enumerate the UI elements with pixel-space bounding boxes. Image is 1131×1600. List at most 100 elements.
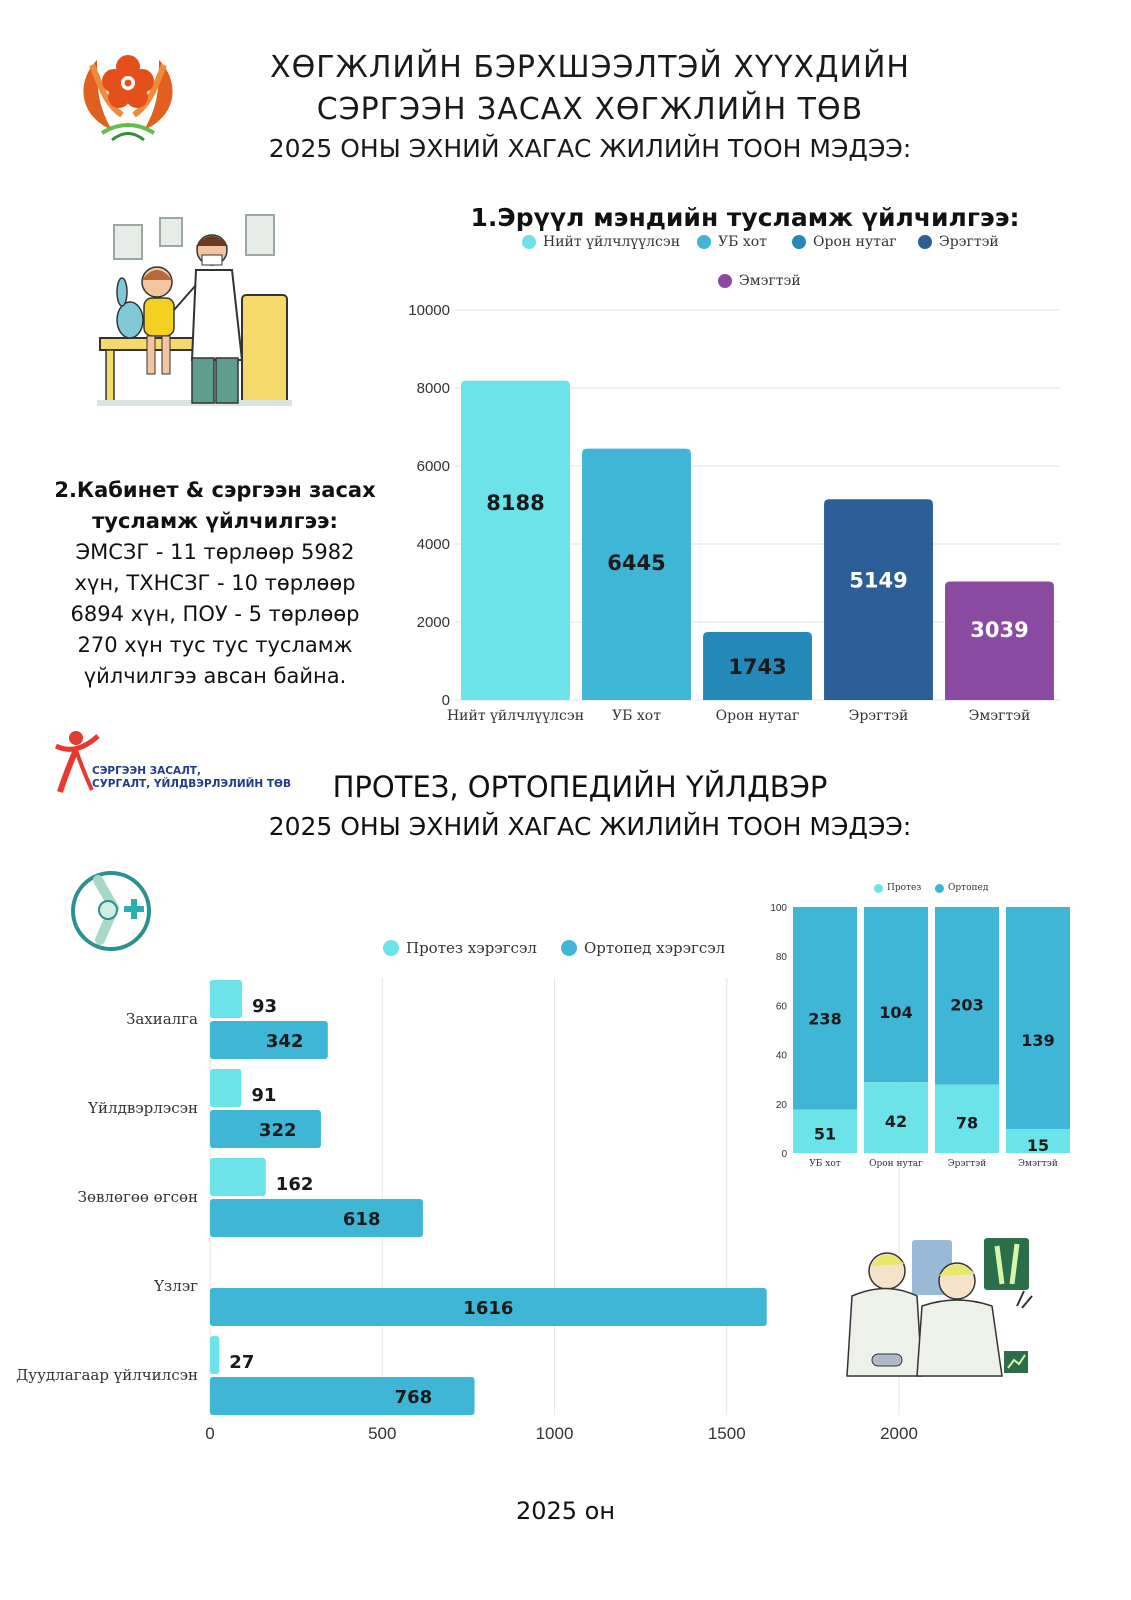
data-label: 104 (879, 1003, 912, 1022)
x-tick-label: УБ хот (612, 708, 661, 724)
y-tick-label: 0 (781, 1149, 787, 1160)
bar (703, 632, 812, 700)
legend-dot-icon (792, 235, 806, 249)
legend-dot-icon (697, 235, 711, 249)
data-label: 78 (956, 1113, 978, 1132)
x-tick-label: УБ хот (809, 1159, 840, 1169)
prosthetics-subtitle: 2025 ОНЫ ЭХНИЙ ХАГАС ЖИЛИЙН ТООН МЭДЭЭ: (268, 812, 912, 841)
x-tick-label: 2000 (880, 1424, 918, 1443)
legend-dot-icon (874, 883, 883, 893)
data-label: 42 (885, 1112, 907, 1131)
bar-prosthesis (210, 1069, 242, 1107)
bar-orthosis (210, 1110, 321, 1148)
stack-prosthesis (1006, 1129, 1070, 1153)
bar (461, 380, 570, 700)
legend-item-small-orthosis: Ортопед (935, 883, 988, 893)
rehab-center-logo-text: СЭРГЭЭН ЗАСАЛТ, СУРГАЛТ, ҮЙЛДВЭРЛЭЛИЙН Т… (92, 765, 291, 790)
x-tick-label: 1000 (536, 1424, 574, 1443)
data-label: 203 (950, 996, 983, 1015)
bar (582, 448, 691, 700)
category-label: Үзлэг (153, 1277, 198, 1295)
stack-prosthesis (935, 1084, 999, 1153)
data-label: 5149 (849, 569, 907, 593)
data-label: 768 (395, 1387, 433, 1408)
legend-dot-icon (935, 883, 944, 893)
legend-dot-icon (561, 940, 577, 956)
bar-prosthesis (210, 1158, 266, 1196)
stack-prosthesis (793, 1109, 857, 1153)
stack-orthosis (935, 907, 999, 1085)
data-label: 322 (259, 1120, 297, 1141)
data-label: 51 (814, 1124, 836, 1143)
doctors-xray-illustration (846, 1238, 1033, 1377)
x-tick-label: Нийт үйлчлүүлсэн (447, 708, 584, 724)
legend-item-orthosis: Ортопед хэрэгсэл (561, 939, 725, 957)
legend-item-rural: Орон нутаг (792, 234, 897, 250)
section2-body-line: хүн, ТХНСЗГ - 10 төрлөөр (74, 571, 356, 595)
services-bar-chart: 0 2000 4000 6000 8000 10000 8188 Нийт үйлчлүүлс… (408, 302, 1060, 724)
data-label: 342 (266, 1031, 304, 1052)
x-tick-label: Эрэгтэй (948, 1159, 986, 1169)
bar-orthosis (210, 1377, 475, 1415)
legend-dot-icon (718, 274, 732, 288)
category-label: Үйлдвэрлэсэн (87, 1099, 198, 1117)
section2-body-line: 270 хүн тус тус тусламж (77, 633, 353, 657)
y-tick-label: 80 (776, 952, 788, 963)
data-label: 618 (343, 1209, 381, 1230)
center-logo-icon (83, 55, 173, 142)
data-label: 162 (276, 1174, 314, 1195)
stack-orthosis (864, 907, 928, 1083)
data-label: 27 (229, 1352, 254, 1373)
section2-body-line: үйлчилгээ авсан байна. (83, 664, 347, 688)
legend-item-ub: УБ хот (697, 234, 767, 250)
data-label: 139 (1021, 1031, 1054, 1050)
x-tick-label: Эмэгтэй (1018, 1159, 1058, 1169)
y-tick-label: 4000 (417, 536, 450, 553)
legend-item-prosthesis: Протез хэрэгсэл (383, 939, 537, 957)
y-tick-label: 6000 (417, 458, 450, 475)
section2-heading-line1: 2.Кабинет & сэргээн засах (54, 478, 376, 502)
section2-body-line: 6894 хүн, ПОУ - 5 төрлөөр (70, 602, 360, 626)
doctor-child-illustration (97, 214, 292, 406)
distribution-stacked-chart: 0 20 40 60 80 100 238 51 УБ хот 104 42 Орон нутаг 20… (770, 903, 1070, 1169)
section1-title: 1.Эрүүл мэндийн тусламж үйлчилгээ: (470, 203, 1020, 232)
data-label: 91 (251, 1085, 276, 1106)
legend-item-small-prosthesis: Протез (874, 883, 921, 893)
x-tick-label: Эмэгтэй (969, 708, 1031, 724)
data-label: 1616 (463, 1298, 513, 1319)
bar (945, 581, 1054, 700)
x-tick-label: Орон нутаг (716, 708, 800, 724)
x-tick-label: Орон нутаг (869, 1159, 923, 1169)
x-tick-label: 500 (368, 1424, 396, 1443)
y-tick-label: 20 (776, 1100, 788, 1111)
section2-body-line: ЭМСЗГ - 11 төрлөөр 5982 (75, 540, 355, 564)
header-title-line2: СЭРГЭЭН ЗАСАХ ХӨГЖЛИЙН ТӨВ (316, 92, 864, 127)
header-subtitle: 2025 ОНЫ ЭХНИЙ ХАГАС ЖИЛИЙН ТООН МЭДЭЭ: (268, 134, 912, 163)
bar-prosthesis (210, 980, 243, 1018)
legend-dot-icon (918, 235, 932, 249)
knee-joint-icon (71, 871, 151, 951)
x-tick-label: 1500 (708, 1424, 746, 1443)
rehab-center-logo-icon (54, 731, 100, 793)
data-label: 1743 (728, 655, 786, 679)
section2-heading-line2: тусламж үйлчилгээ: (92, 509, 338, 533)
production-hbar-chart: 0 500 1000 1500 2000 Захиалга 93 342 Үйлдвэрлэсэ… (16, 978, 918, 1443)
legend-dot-icon (522, 235, 536, 249)
legend-item-female: Эмэгтэй (718, 273, 801, 289)
stack-orthosis (1006, 907, 1070, 1130)
bar-orthosis (210, 1199, 423, 1237)
x-tick-label: 0 (205, 1424, 214, 1443)
category-label: Зөвлөгөө өгсөн (78, 1188, 198, 1206)
legend-item-male: Эрэгтэй (918, 234, 999, 250)
bar-orthosis (210, 1021, 328, 1059)
y-tick-label: 40 (776, 1051, 788, 1062)
legend-dot-icon (383, 940, 399, 956)
prosthetics-title: ПРОТЕЗ, ОРТОПЕДИЙН ҮЙЛДВЭР (332, 770, 828, 804)
footer-year: 2025 он (515, 1497, 616, 1525)
section2-text: 2.Кабинет & сэргээн засах тусламж үйлчил… (25, 475, 405, 692)
data-label: 93 (252, 996, 277, 1017)
bar (824, 499, 933, 700)
y-tick-label: 8000 (417, 380, 450, 397)
data-label: 6445 (607, 551, 665, 575)
bar-orthosis (210, 1288, 767, 1326)
